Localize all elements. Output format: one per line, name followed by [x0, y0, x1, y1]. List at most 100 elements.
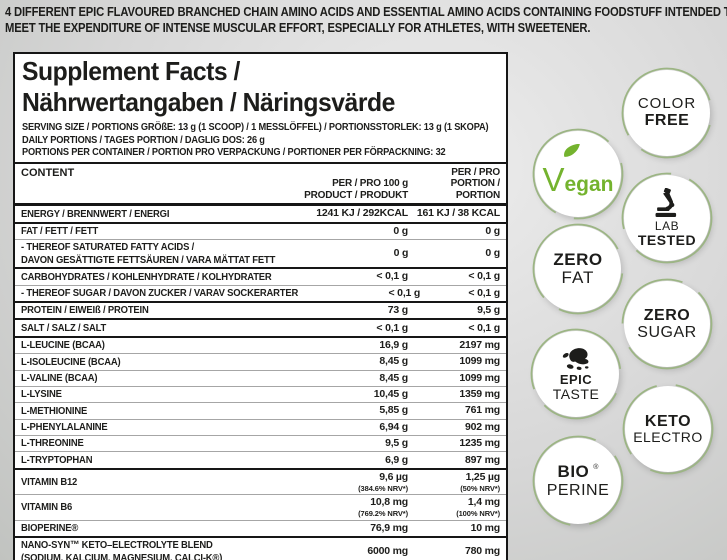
badge-zero-sugar-word-1: ZERO [643, 306, 691, 324]
table-row: L-VALINE (BCAA) 8,45 g 1099 mg [15, 369, 506, 386]
value-per-100g: 6000 mg [367, 545, 408, 558]
badge-epic-word-2: TASTE [552, 385, 600, 402]
badge-keto-electro: KETO ELECTRO [622, 383, 714, 475]
table-row: L-METHIONINE 5,85 g 761 mg [15, 402, 506, 418]
badge-zero-sugar-word-2: SUGAR [637, 324, 697, 341]
value-per-portion: 2197 mg [459, 338, 500, 351]
table-row: ENERGY / BRENNWERT / ENERGI 1241 KJ / 29… [15, 206, 506, 222]
nutrient-label: L-VALINE (BCAA) [21, 371, 98, 384]
value-per-portion: 0 g [485, 224, 500, 237]
value-per-100g: 1241 KJ / 292KCAL [316, 207, 408, 220]
table-row: - THEREOF SUGAR / DAVON ZUCKER / VARAV S… [15, 284, 506, 301]
value-per-100g: 6,94 g [379, 420, 408, 433]
microscope-icon [655, 187, 677, 217]
badge-lab-tested: LAB TESTED [621, 172, 713, 264]
panel-title-line-2: Nährwertangaben / Näringsvärde [22, 87, 395, 117]
value-per-portion: 902 mg [465, 420, 500, 433]
value-per-portion: < 0,1 g [468, 321, 500, 334]
badge-color-free-word-1: COLOR [637, 95, 697, 113]
value-per-portion: 0 g [485, 247, 500, 260]
badge-color-free: COLOR FREE [621, 67, 713, 159]
badge-zero-sugar: ZERO SUGAR [621, 278, 713, 370]
description-line-2: MEET THE EXPENDITURE OF INTENSE MUSCULAR… [5, 21, 591, 35]
badge-keto-word-2: ELECTRO [633, 429, 703, 446]
badge-vegan: Vegan [532, 128, 624, 220]
badge-color-free-word-2: FREE [644, 112, 690, 130]
table-row: L-PHENYLALANINE 6,94 g 902 mg [15, 418, 506, 435]
facts-table-body: ENERGY / BRENNWERT / ENERGI 1241 KJ / 29… [15, 206, 506, 560]
column-header-per-portion: PER / PRO PORTION / PORTION [450, 166, 501, 201]
badge-zero-fat-word-1: ZERO [553, 249, 603, 269]
value-per-100g: 76,9 mg [370, 521, 408, 534]
badge-lab-word-2: TESTED [637, 231, 697, 248]
table-row: VITAMIN B12 9,6 µg (384.6% NRV*) 1,25 µg… [15, 467, 506, 494]
nutrient-label: L-TRYPTOPHAN [21, 453, 93, 466]
registered-mark: ® [593, 464, 599, 472]
serving-size-line: SERVING SIZE / PORTIONS GRÖßE: 13 g (1 S… [22, 121, 489, 133]
facts-table-header: CONTENT PER / PRO 100 g PRODUCT / PRODUK… [15, 161, 506, 206]
nutrient-label: FAT / FETT / FETT [21, 224, 99, 237]
daily-portion-line: DAILY PORTIONS / TAGES PORTION / DAGLIG … [22, 133, 265, 146]
value-per-portion: 1,4 mg (100% NRV*) [456, 496, 500, 519]
nutrient-label: L-ISOLEUCINE (BCAA) [21, 355, 121, 368]
nutrient-label: L-PHENYLALANINE [21, 421, 108, 434]
nutrient-label: SALT / SALZ / SALT [21, 321, 107, 334]
value-per-100g: 9,5 g [385, 437, 408, 450]
badge-bioperine: BIO ® PERINE [532, 435, 624, 527]
column-header-content: CONTENT [21, 166, 75, 179]
badge-epic-word-1: EPIC [559, 371, 593, 387]
value-per-portion: 1099 mg [459, 355, 500, 368]
table-row: CARBOHYDRATES / KOHLENHYDRATE / KOLHYDRA… [15, 267, 506, 284]
nutrient-label: NANO-SYN™ KETO–ELECTROLYTE BLEND (SODIUM… [21, 539, 223, 560]
value-per-portion: 1099 mg [459, 371, 500, 384]
table-row: SALT / SALZ / SALT < 0,1 g < 0,1 g [15, 318, 506, 335]
value-per-portion: < 0,1 g [468, 286, 500, 299]
value-per-100g: 0 g [393, 247, 409, 260]
nutrient-label: ENERGY / BRENNWERT / ENERGI [21, 207, 170, 220]
value-per-100g: 10,8 mg (769.2% NRV*) [358, 496, 408, 519]
value-per-portion: 897 mg [465, 453, 500, 466]
table-row: - THEREOF SATURATED FATTY ACIDS / DAVON … [15, 238, 506, 267]
badge-bio-line-1: BIO ® [558, 462, 599, 481]
nutrient-label: L-METHIONINE [21, 404, 88, 417]
leaf-icon [564, 144, 580, 157]
description-line-1: 4 DIFFERENT EPIC FLAVOURED BRANCHED CHAI… [5, 5, 727, 19]
panel-title-line-1: Supplement Facts / [22, 56, 240, 86]
value-per-portion: 9,5 g [477, 304, 500, 317]
supplement-facts-panel: Supplement Facts / Nährwertangaben / När… [13, 52, 508, 560]
badge-lab-word-1: LAB [654, 218, 680, 233]
badge-zero-fat-word-2: FAT [561, 268, 595, 287]
nutrient-label: BIOPERINE® [21, 521, 79, 534]
table-row: BIOPERINE® 76,9 mg 10 mg [15, 519, 506, 536]
taste-icon [562, 348, 589, 370]
table-row: NANO-SYN™ KETO–ELECTROLYTE BLEND (SODIUM… [15, 535, 506, 560]
nutrient-label: - THEREOF SATURATED FATTY ACIDS / DAVON … [21, 241, 276, 266]
value-per-portion: 1,25 µg (50% NRV*) [460, 470, 500, 493]
value-per-portion: 10 mg [470, 521, 501, 534]
badge-bio-word-2: PERINE [546, 481, 610, 499]
nutrient-label: CARBOHYDRATES / KOHLENHYDRATE / KOLHYDRA… [21, 270, 272, 283]
nutrient-label: - THEREOF SUGAR / DAVON ZUCKER / VARAV S… [21, 287, 299, 300]
value-per-100g: 8,45 g [379, 355, 408, 368]
value-per-100g: 9,6 µg (384.6% NRV*) [358, 470, 408, 493]
table-row: PROTEIN / EIWEIß / PROTEIN 73 g 9,5 g [15, 301, 506, 318]
badge-zero-fat: ZERO FAT [532, 223, 624, 315]
table-row: L-TRYPTOPHAN 6,9 g 897 mg [15, 451, 506, 467]
badge-ring [621, 172, 713, 264]
value-per-portion: < 0,1 g [468, 270, 500, 283]
value-per-100g: < 0,1 g [388, 286, 421, 299]
badge-epic-taste: EPIC TASTE [530, 328, 622, 420]
nutrient-label: VITAMIN B12 [21, 475, 78, 488]
value-per-100g: 0 g [393, 224, 408, 237]
value-per-100g: 6,9 g [385, 453, 408, 466]
value-per-portion: 1235 mg [459, 437, 500, 450]
table-row: FAT / FETT / FETT 0 g 0 g [15, 221, 506, 239]
value-per-100g: 73 g [387, 304, 408, 317]
vegan-logo-text: Vegan [542, 160, 614, 198]
portions-per-container-line: PORTIONS PER CONTAINER / PORTION PRO VER… [22, 146, 446, 158]
column-header-per-100g: PER / PRO 100 g PRODUCT / PRODUKT [304, 178, 408, 201]
value-per-100g: < 0,1 g [376, 270, 408, 283]
table-row: VITAMIN B6 10,8 mg (769.2% NRV*) 1,4 mg … [15, 494, 506, 519]
value-per-100g: 5,85 g [379, 404, 408, 417]
